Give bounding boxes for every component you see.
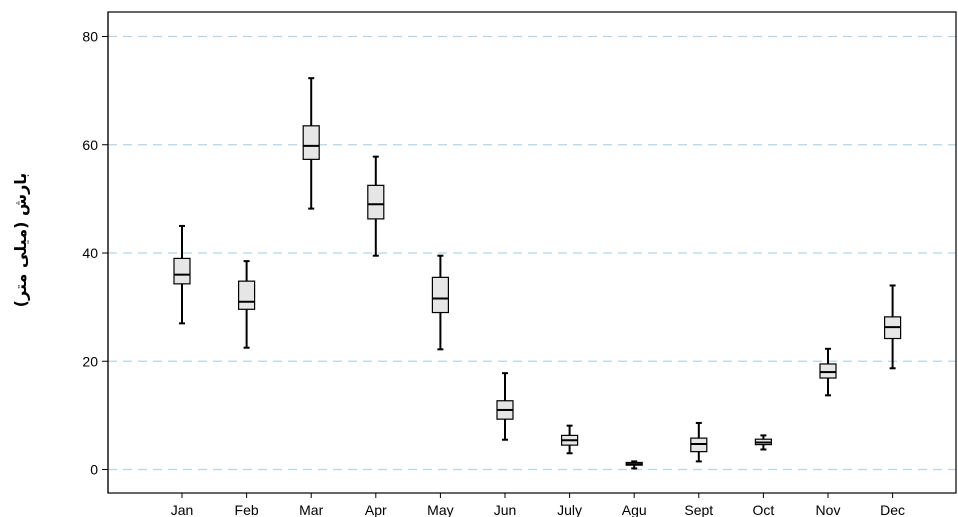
x-tick-label-nov: Nov (816, 502, 841, 517)
x-axis: Jan Feb Mar Apr May Jun July Agu Sept Oct Nov Dec (171, 493, 905, 517)
x-tick-label-july: July (557, 502, 582, 517)
iqr-box-feb (238, 280, 256, 310)
box-jun (496, 372, 514, 441)
box-apr (367, 155, 385, 257)
box-agu (625, 460, 643, 470)
x-tick-label-jan: Jan (171, 502, 194, 517)
x-tick-label-apr: Apr (365, 502, 387, 517)
iqr-box-nov (819, 363, 837, 379)
x-tick-label-feb: Feb (235, 502, 259, 517)
iqr-box-apr (367, 184, 385, 220)
y-tick-label-40: 40 (82, 245, 98, 261)
box-sept (690, 421, 708, 463)
x-tick-label-agu: Agu (622, 502, 647, 517)
box-nov (819, 347, 837, 397)
x-tick-label-mar: Mar (299, 502, 323, 517)
x-tick-label-may: May (427, 502, 453, 517)
box-july (560, 424, 579, 455)
box-may (431, 254, 449, 351)
box-mar (302, 77, 320, 210)
x-tick-label-sept: Sept (684, 502, 713, 517)
y-tick-label-0: 0 (90, 462, 98, 478)
y-axis: 0 20 40 60 80 (82, 12, 109, 493)
box-series (173, 77, 902, 470)
y-tick-label-80: 80 (82, 29, 98, 45)
x-tick-label-jun: Jun (494, 502, 517, 517)
box-jan (173, 224, 191, 325)
y-tick-label-60: 60 (82, 137, 98, 153)
grid-lines (108, 35, 956, 471)
y-axis-title: بارش (میلی متر) (11, 173, 30, 308)
iqr-box-mar (302, 125, 320, 160)
box-oct (754, 434, 773, 451)
box-feb (238, 260, 256, 349)
box-dec (883, 284, 902, 370)
y-tick-label-20: 20 (82, 353, 98, 369)
x-tick-label-oct: Oct (753, 502, 775, 517)
x-tick-label-dec: Dec (880, 502, 905, 517)
iqr-box-jan (173, 257, 191, 285)
iqr-box-may (431, 276, 449, 314)
